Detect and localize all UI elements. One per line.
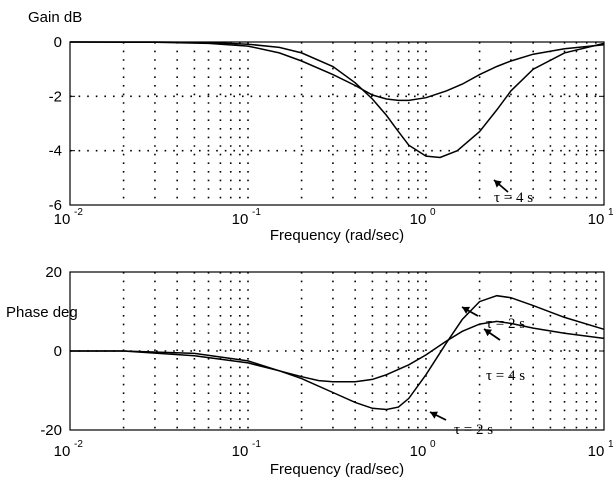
series-line bbox=[70, 296, 604, 410]
x-axis-label: Frequency (rad/sec) bbox=[270, 227, 404, 244]
y-tick-label: -20 bbox=[40, 422, 62, 439]
curve-annotation: τ = 4 s bbox=[486, 368, 525, 384]
grid bbox=[70, 272, 604, 430]
x-tick-exponent: 1 bbox=[608, 439, 614, 450]
y-axis-label: Phase deg bbox=[6, 304, 78, 321]
y-tick-label: 0 bbox=[54, 34, 62, 51]
plot-frame bbox=[70, 42, 604, 205]
x-tick-label: 10 bbox=[54, 211, 71, 228]
series-line bbox=[70, 42, 604, 158]
x-tick-label: 10 bbox=[54, 443, 71, 460]
x-tick-label: 10 bbox=[588, 443, 605, 460]
curve-annotation: τ = 4 s bbox=[494, 190, 533, 206]
series-line bbox=[70, 42, 604, 100]
x-tick-label: 10 bbox=[232, 443, 249, 460]
x-tick-exponent: 1 bbox=[608, 207, 614, 218]
y-tick-label: 0 bbox=[54, 343, 62, 360]
x-axis-label: Frequency (rad/sec) bbox=[270, 461, 404, 478]
x-tick-exponent: -1 bbox=[252, 207, 261, 218]
x-tick-label: 10 bbox=[232, 211, 249, 228]
curve-annotation: τ = 2 s bbox=[454, 422, 493, 438]
x-tick-exponent: -2 bbox=[74, 439, 83, 450]
x-tick-exponent: -1 bbox=[252, 439, 261, 450]
y-tick-label: -4 bbox=[49, 143, 62, 160]
x-tick-label: 10 bbox=[588, 211, 605, 228]
x-tick-exponent: 0 bbox=[430, 439, 436, 450]
x-tick-exponent: 0 bbox=[430, 207, 436, 218]
x-tick-label: 10 bbox=[410, 443, 427, 460]
curve-annotation: τ = 2 s bbox=[486, 316, 525, 332]
x-tick-exponent: -2 bbox=[74, 207, 83, 218]
grid bbox=[70, 42, 604, 205]
y-axis-label: Gain dB bbox=[28, 9, 82, 26]
y-tick-label: -2 bbox=[49, 88, 62, 105]
y-tick-label: 20 bbox=[45, 264, 62, 281]
x-tick-label: 10 bbox=[410, 211, 427, 228]
